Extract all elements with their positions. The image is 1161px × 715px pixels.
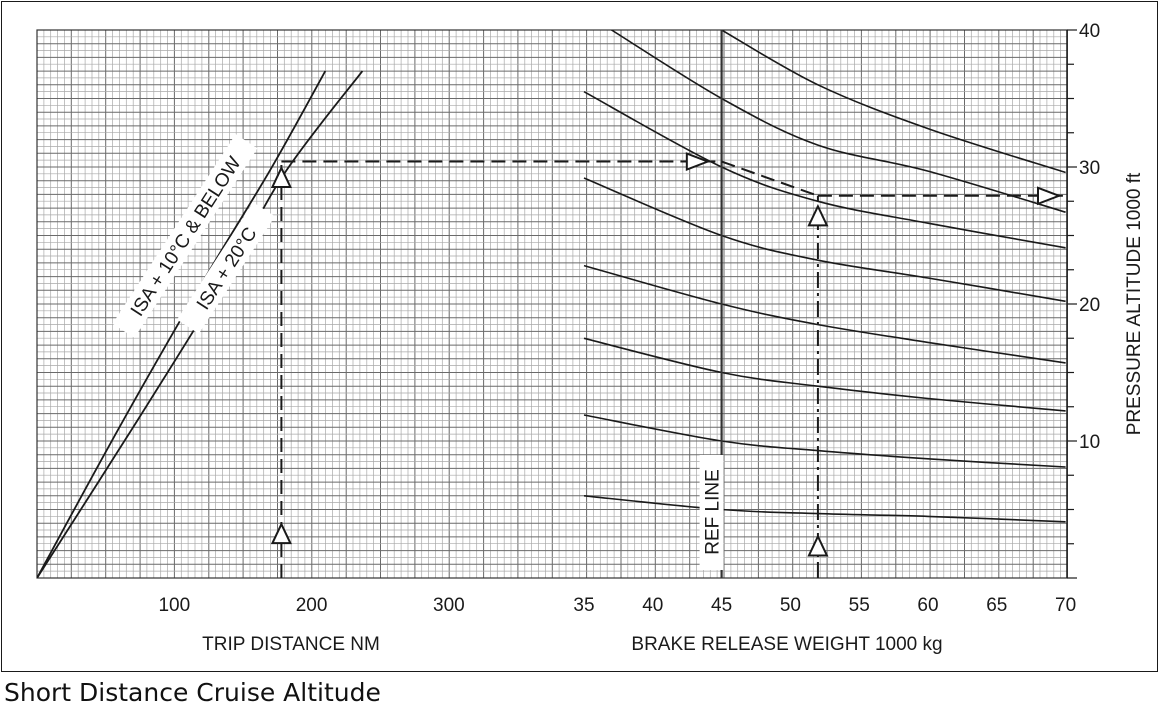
cruise-altitude-chart: 10 20 30 40 100 200 300 35 40 45 50 55 60 65 70 TRIP DI…: [36, 21, 1145, 655]
arrow-up-distance-top: [270, 165, 292, 188]
x-axis-label-weight: BRAKE RELEASE WEIGHT 1000 kg: [631, 634, 942, 655]
x-tick-label-weight: 70: [1055, 595, 1076, 616]
example-path: [270, 152, 1067, 578]
ref-line-label-bg: [699, 455, 724, 570]
y-tick-label: 10: [1079, 432, 1100, 453]
example-correction-line: [721, 160, 819, 197]
x-tick-label-weight: 55: [849, 595, 870, 616]
curve-label-isa-10-bg: [112, 134, 258, 338]
y-tick-label: 40: [1079, 21, 1100, 42]
arrow-up-weight-bottom: [807, 534, 829, 557]
x-tick-label-weight: 45: [711, 595, 732, 616]
arrow-up-weight-top: [807, 203, 829, 227]
x-tick-label-distance: 100: [158, 595, 190, 616]
x-axis-label-distance: TRIP DISTANCE NM: [202, 634, 380, 655]
arrow-right-result: [1037, 186, 1062, 206]
weight-curve-6: [583, 90, 1066, 249]
curve-label-isa-20-bg: [176, 202, 276, 334]
x-tick-label-distance: 300: [433, 595, 465, 616]
x-tick-label-weight: 40: [642, 595, 663, 616]
y-tick-label: 20: [1079, 295, 1100, 316]
x-tick-label-weight: 50: [780, 595, 801, 616]
arrow-right-ref: [685, 152, 711, 171]
arrow-up-distance-bottom: [270, 521, 292, 545]
x-tick-label-weight: 60: [917, 595, 938, 616]
weight-curve-3: [583, 337, 1066, 412]
weight-curve-7: [611, 30, 1066, 213]
x-tick-label-distance: 200: [296, 595, 328, 616]
x-tick-label-weight: 65: [986, 595, 1007, 616]
y-axis-label: PRESSURE ALTITUDE 1000 ft: [1124, 172, 1145, 435]
x-tick-label-weight: 35: [573, 595, 594, 616]
weight-curve-8: [721, 30, 1066, 174]
weight-curve-5: [583, 177, 1066, 303]
chart-caption: Short Distance Cruise Altitude: [4, 678, 381, 707]
y-tick-label: 30: [1079, 158, 1100, 179]
ref-line-label: REF LINE: [703, 469, 724, 555]
